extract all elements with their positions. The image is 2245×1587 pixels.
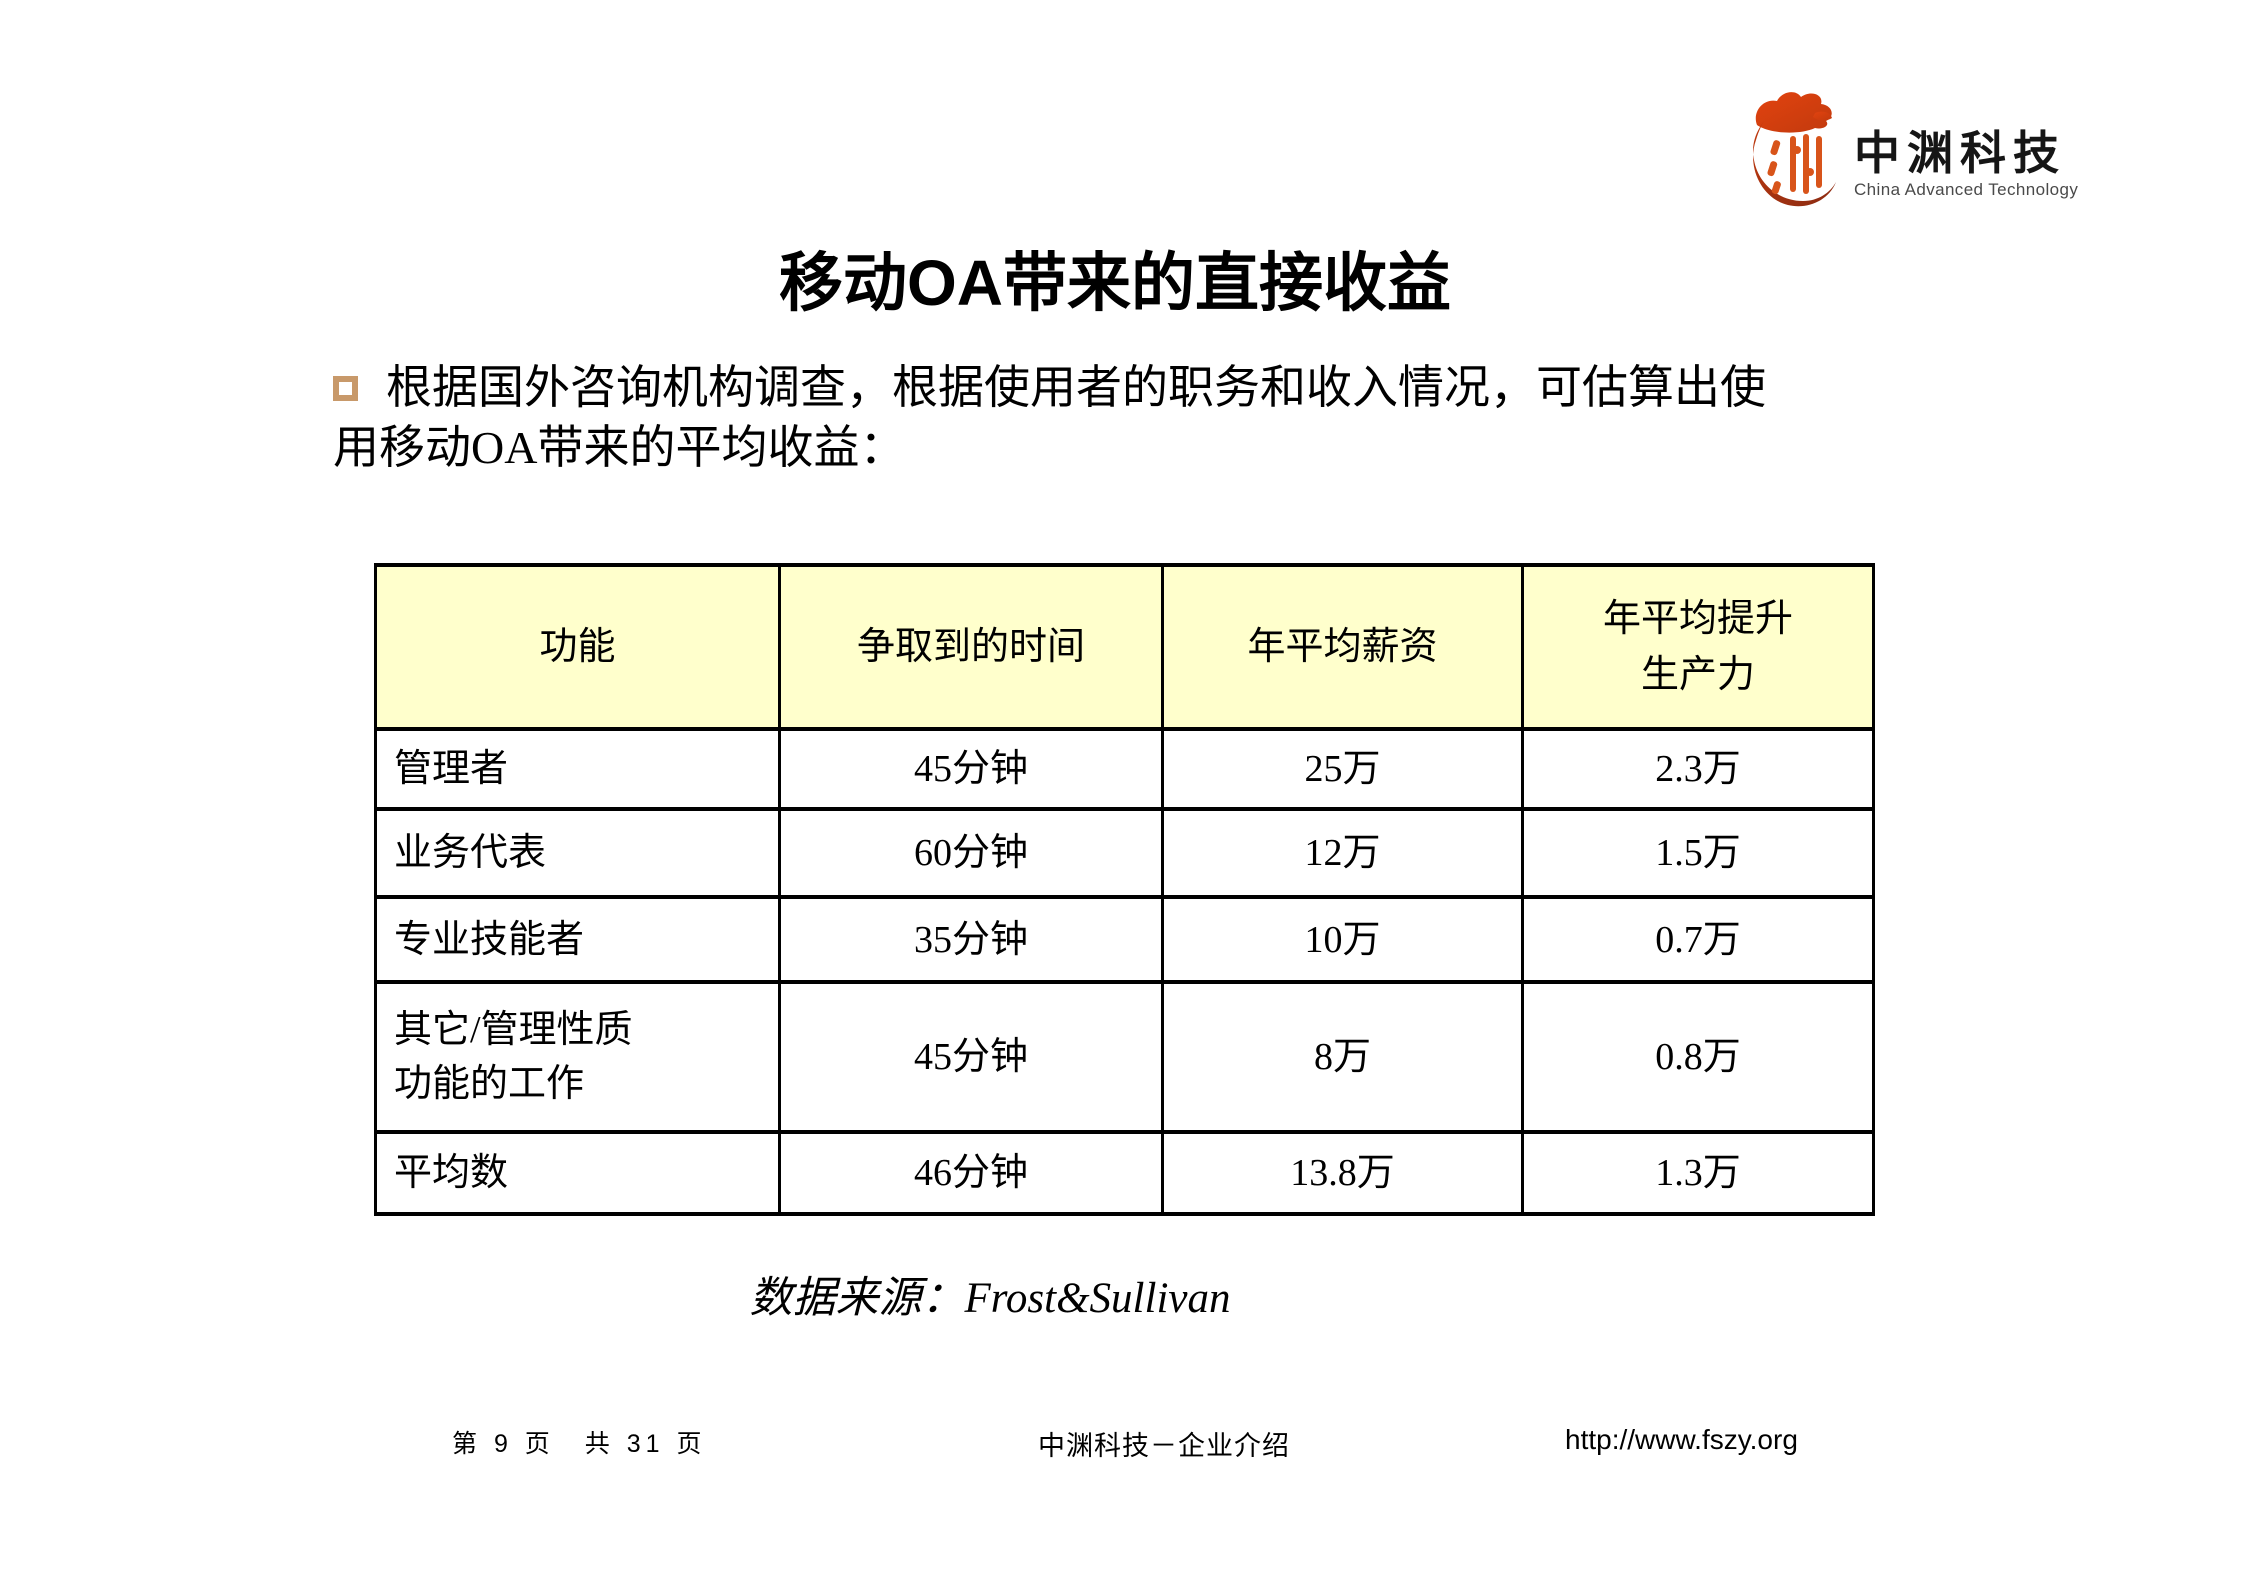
- cell-time: 46分钟: [778, 1130, 1164, 1216]
- cell-role: 其它/管理性质 功能的工作: [374, 980, 781, 1134]
- table-row: 专业技能者 35分钟 10万 0.7万: [374, 895, 1875, 984]
- footer: 第 9 页 共 31 页 中渊科技－企业介绍 http://www.fszy.o…: [0, 1424, 2245, 1464]
- cell-productivity: 1.3万: [1521, 1130, 1875, 1216]
- cell-time: 45分钟: [778, 727, 1164, 811]
- column-header-function: 功能: [374, 563, 781, 731]
- logo-seal-icon: [1753, 92, 1836, 207]
- footer-website-url: http://www.fszy.org: [1565, 1424, 1798, 1455]
- intro-paragraph: 根据国外咨询机构调查，根据使用者的职务和收入情况，可估算出使 用移动OA带来的平…: [333, 358, 1893, 478]
- column-header-productivity: 年平均提升 生产力: [1521, 563, 1875, 731]
- cell-salary: 25万: [1161, 727, 1524, 811]
- square-bullet-icon: [333, 376, 358, 401]
- company-logo: 中渊科技 China Advanced Technology: [1752, 62, 2078, 210]
- cell-role: 专业技能者: [374, 895, 781, 984]
- footer-page-number: 第 9 页 共 31 页: [452, 1430, 707, 1458]
- cell-salary: 12万: [1161, 807, 1524, 899]
- table-row: 其它/管理性质 功能的工作 45分钟 8万 0.8万: [374, 980, 1875, 1134]
- table-row: 管理者 45分钟 25万 2.3万: [374, 727, 1875, 811]
- cell-productivity: 2.3万: [1521, 727, 1875, 811]
- table-row: 平均数 46分钟 13.8万 1.3万: [374, 1130, 1875, 1216]
- cell-salary: 13.8万: [1161, 1130, 1524, 1216]
- intro-text-1: 根据国外咨询机构调查，根据使用者的职务和收入情况，可估算出使: [386, 362, 1766, 413]
- intro-line-2: 用移动OA带来的平均收益：: [333, 422, 906, 473]
- cell-role: 平均数: [374, 1130, 781, 1216]
- cell-time: 60分钟: [778, 807, 1164, 899]
- cell-role: 管理者: [374, 727, 781, 811]
- cell-salary: 10万: [1161, 895, 1524, 984]
- intro-line-1: 根据国外咨询机构调查，根据使用者的职务和收入情况，可估算出使: [333, 358, 1893, 418]
- footer-doc-title: 中渊科技－企业介绍: [1038, 1431, 1290, 1461]
- column-header-avg-salary: 年平均薪资: [1161, 563, 1524, 731]
- cell-time: 45分钟: [778, 980, 1164, 1134]
- cell-productivity: 0.8万: [1521, 980, 1875, 1134]
- company-name: 中渊科技: [1854, 128, 2066, 179]
- company-tagline: China Advanced Technology: [1854, 180, 2079, 199]
- column-header-time-gained: 争取到的时间: [778, 563, 1164, 731]
- cell-time: 35分钟: [778, 895, 1164, 984]
- cell-productivity: 1.5万: [1521, 807, 1875, 899]
- table-row: 业务代表 60分钟 12万 1.5万: [374, 807, 1875, 899]
- benefits-table: 功能 争取到的时间 年平均薪资 年平均提升 生产力 管理者 45分钟 25万 2…: [374, 563, 1875, 1216]
- data-source-note: 数据来源：Frost&Sullivan: [749, 1275, 1231, 1322]
- table-header-row: 功能 争取到的时间 年平均薪资 年平均提升 生产力: [374, 563, 1875, 731]
- cell-salary: 8万: [1161, 980, 1524, 1134]
- cell-role: 业务代表: [374, 807, 781, 899]
- cell-productivity: 0.7万: [1521, 895, 1875, 984]
- page-title: 移动OA带来的直接收益: [779, 247, 1451, 319]
